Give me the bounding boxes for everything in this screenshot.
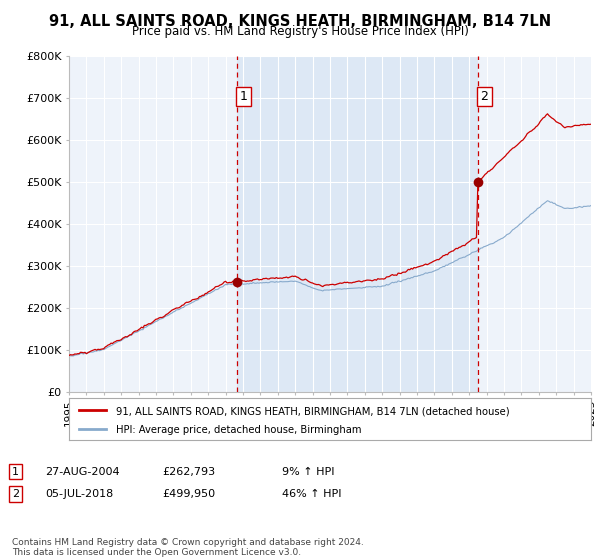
Text: 2: 2 <box>12 489 19 499</box>
Text: 46% ↑ HPI: 46% ↑ HPI <box>282 489 341 499</box>
Bar <box>237 56 478 392</box>
Text: 05-JUL-2018: 05-JUL-2018 <box>45 489 113 499</box>
Text: 27-AUG-2004: 27-AUG-2004 <box>45 466 119 477</box>
Text: 91, ALL SAINTS ROAD, KINGS HEATH, BIRMINGHAM, B14 7LN: 91, ALL SAINTS ROAD, KINGS HEATH, BIRMIN… <box>49 14 551 29</box>
Text: 1: 1 <box>12 466 19 477</box>
Text: HPI: Average price, detached house, Birmingham: HPI: Average price, detached house, Birm… <box>116 425 361 435</box>
Text: 91, ALL SAINTS ROAD, KINGS HEATH, BIRMINGHAM, B14 7LN (detached house): 91, ALL SAINTS ROAD, KINGS HEATH, BIRMIN… <box>116 406 509 416</box>
Text: 9% ↑ HPI: 9% ↑ HPI <box>282 466 335 477</box>
Text: Contains HM Land Registry data © Crown copyright and database right 2024.
This d: Contains HM Land Registry data © Crown c… <box>12 538 364 557</box>
Text: 1: 1 <box>239 90 247 103</box>
Text: £499,950: £499,950 <box>162 489 215 499</box>
Text: Price paid vs. HM Land Registry's House Price Index (HPI): Price paid vs. HM Land Registry's House … <box>131 25 469 38</box>
Text: 2: 2 <box>481 90 488 103</box>
Text: £262,793: £262,793 <box>162 466 215 477</box>
